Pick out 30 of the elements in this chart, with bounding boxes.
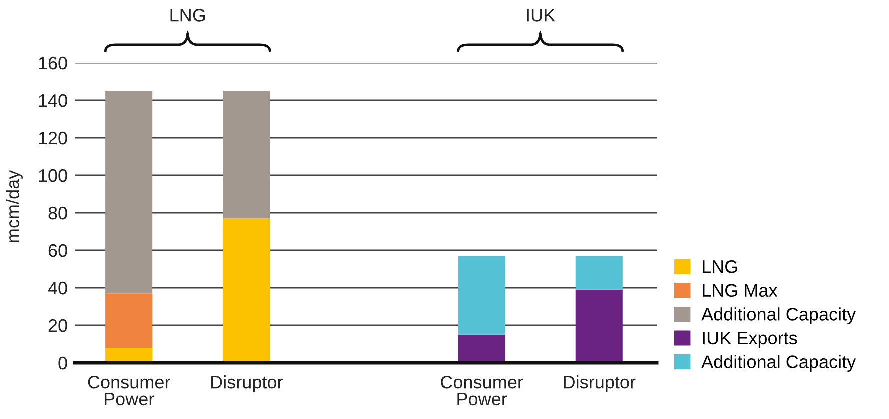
y-tick-label: 120	[39, 132, 68, 145]
legend-label: Additional Capacity	[702, 308, 856, 324]
y-tick-label: 80	[48, 206, 68, 220]
y-tick-label: 140	[39, 94, 68, 108]
bar	[576, 290, 623, 363]
x-tick-label: Consumer Power	[88, 376, 170, 406]
bar	[106, 348, 153, 363]
legend-label: LNG Max	[703, 284, 778, 298]
bar	[458, 256, 506, 335]
y-tick-label: 20	[48, 319, 68, 332]
y-tick-label: 100	[39, 169, 68, 182]
bar	[223, 218, 270, 363]
text: IUK	[527, 9, 556, 22]
y-tick-label: 60	[48, 244, 68, 258]
bar	[106, 91, 153, 294]
bar	[106, 294, 153, 348]
bar	[576, 256, 623, 290]
legend-label: IUK Exports	[703, 332, 798, 348]
text: LNG	[170, 9, 206, 22]
legend-label: Additional Capacity	[702, 355, 856, 372]
y-tick-label: 0	[58, 356, 68, 370]
x-tick-label: Disruptor	[212, 376, 283, 392]
bar	[223, 91, 270, 219]
legend-label: LNG	[703, 260, 738, 274]
x-tick-label: Consumer Power	[441, 376, 524, 406]
x-tick-label: Disruptor	[564, 376, 636, 392]
y-tick-label: 40	[48, 282, 68, 295]
y-axis-title: mcm/day	[6, 170, 23, 242]
bar	[458, 334, 506, 363]
y-tick-label: 160	[39, 56, 68, 70]
